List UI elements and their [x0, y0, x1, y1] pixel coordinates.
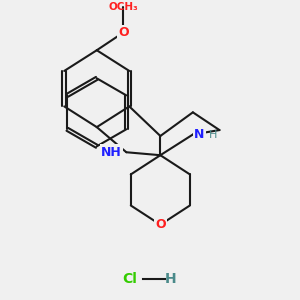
Text: O: O	[118, 26, 129, 39]
Text: N: N	[194, 128, 205, 141]
Text: NH: NH	[101, 146, 122, 159]
Text: Cl: Cl	[122, 272, 137, 286]
Text: H: H	[165, 272, 176, 286]
Text: OCH₃: OCH₃	[109, 2, 138, 12]
Text: H: H	[209, 130, 218, 140]
Text: O: O	[155, 218, 166, 231]
